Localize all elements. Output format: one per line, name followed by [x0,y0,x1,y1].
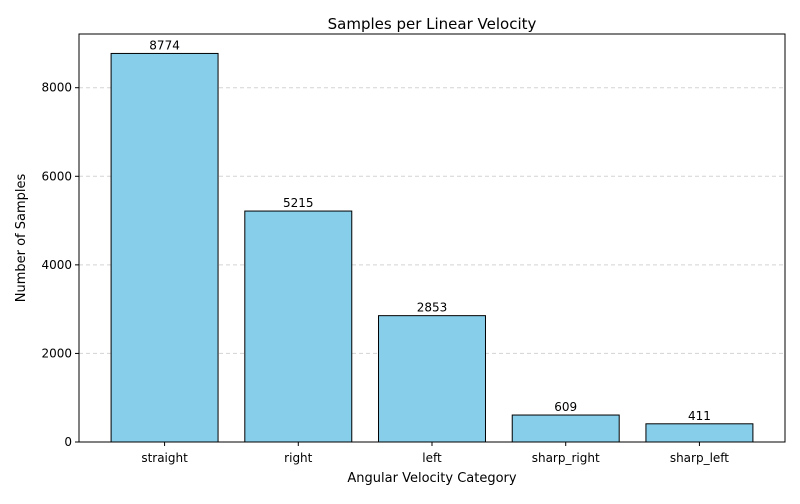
bar-value-label: 609 [554,400,577,414]
bar-left [378,315,486,443]
bar-value-label: 8774 [149,38,180,52]
x-axis-label: Angular Velocity Category [347,471,516,486]
y-tick-label: 2000 [41,346,72,360]
x-tick-label: sharp_left [670,451,729,465]
x-axis-ticks: straight right left sharp_right sharp_left [141,442,729,465]
bar-straight [110,52,219,443]
bar-sharp-right [511,414,620,443]
y-tick-label: 6000 [41,169,72,183]
x-tick-label: straight [141,451,188,465]
bar-value-label: 2853 [417,301,448,315]
x-tick-label: right [284,451,312,465]
bar-value-label: 5215 [283,196,314,210]
y-axis-label: Number of Samples [14,174,29,303]
x-tick-label: left [422,451,442,465]
y-tick-label: 0 [64,435,72,449]
bars [110,52,754,443]
y-tick-label: 8000 [41,81,72,95]
data-labels: 8774 5215 2853 609 411 [149,38,711,422]
y-axis-ticks: 0 2000 4000 6000 8000 [41,81,79,449]
bar-sharp-left [645,423,754,443]
x-tick-label: sharp_right [532,451,600,465]
chart-title: Samples per Linear Velocity [328,15,537,33]
plot-frame [78,33,786,443]
y-tick-label: 4000 [41,258,72,272]
bar-value-label: 411 [688,409,711,423]
bar-right [244,210,353,443]
